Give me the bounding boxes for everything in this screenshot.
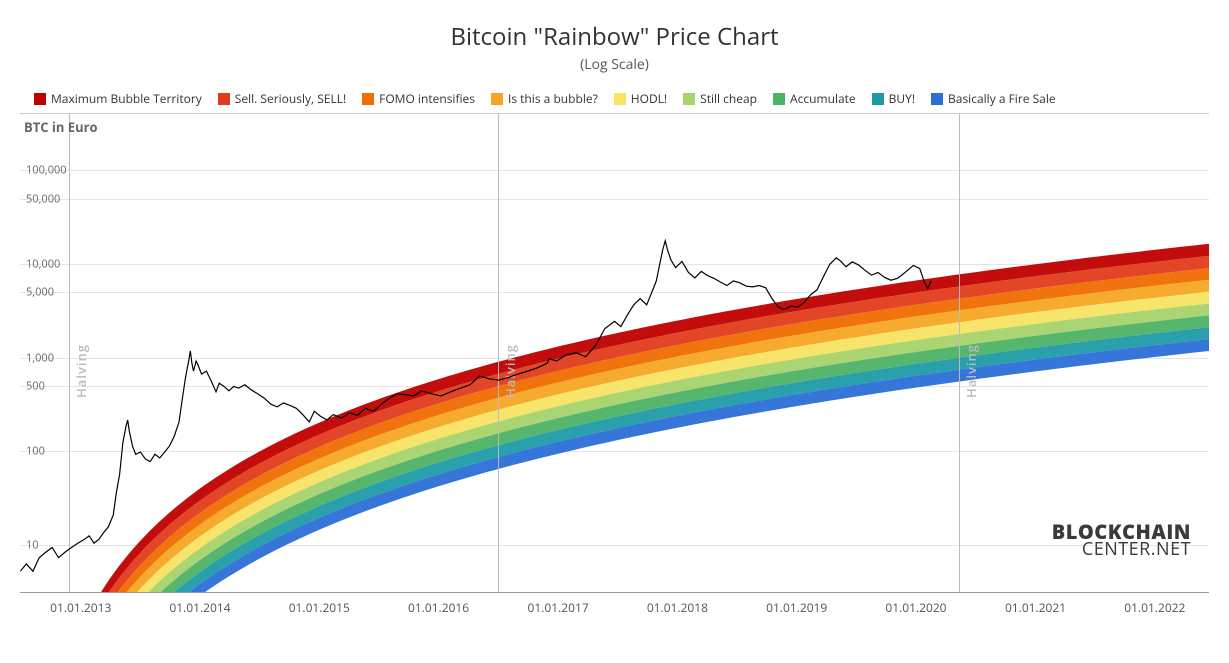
legend-label: Basically a Fire Sale [948, 90, 1056, 107]
legend-item[interactable]: Accumulate [773, 90, 856, 107]
plot-area[interactable]: BTC in Euro 10 100 500 1,000 5,000 10,000 50,0… [20, 113, 1209, 593]
y-tick-label: 500 [26, 378, 45, 393]
y-tick-label: 5,000 [26, 285, 54, 300]
y-axis-ticks: 10 100 500 1,000 5,000 10,000 50,000 100,000 [20, 114, 80, 592]
legend-item[interactable]: BUY! [872, 90, 915, 107]
legend-swatch [34, 93, 46, 105]
legend-swatch [931, 93, 943, 105]
legend-label: Is this a bubble? [508, 90, 598, 107]
legend-swatch [773, 93, 785, 105]
legend-item[interactable]: Basically a Fire Sale [931, 90, 1056, 107]
legend-swatch [362, 93, 374, 105]
legend-label: Still cheap [700, 90, 757, 107]
y-tick-label: 10 [26, 538, 39, 553]
legend-item[interactable]: FOMO intensifies [362, 90, 475, 107]
chart-subtitle: (Log Scale) [10, 55, 1219, 74]
x-tick-label: 01.01.2020 [885, 599, 946, 616]
y-axis-label: BTC in Euro [24, 118, 98, 136]
x-tick-label: 01.01.2014 [169, 599, 230, 616]
legend-item[interactable]: Is this a bubble? [491, 90, 598, 107]
title-block: Bitcoin "Rainbow" Price Chart (Log Scale… [10, 20, 1219, 74]
y-tick-label: 50,000 [26, 191, 60, 206]
x-tick-label: 01.01.2015 [289, 599, 350, 616]
y-tick-label: 100,000 [26, 163, 67, 178]
legend-swatch [872, 93, 884, 105]
x-tick-label: 01.01.2013 [50, 599, 111, 616]
x-axis: 01.01.2013 01.01.2014 01.01.2015 01.01.2016… [20, 593, 1209, 623]
y-tick-label: 100 [26, 444, 45, 459]
legend-label: BUY! [889, 90, 915, 107]
x-tick-label: 01.01.2016 [408, 599, 469, 616]
legend-swatch [614, 93, 626, 105]
legend-label: FOMO intensifies [379, 90, 475, 107]
legend: Maximum Bubble Territory Sell. Seriously,… [10, 82, 1219, 113]
price-line-svg [20, 114, 1209, 592]
legend-item[interactable]: Maximum Bubble Territory [34, 90, 202, 107]
chart-title: Bitcoin "Rainbow" Price Chart [10, 20, 1219, 53]
x-tick-label: 01.01.2022 [1124, 599, 1185, 616]
y-tick-label: 1,000 [26, 350, 54, 365]
legend-swatch [491, 93, 503, 105]
price-line [20, 241, 931, 572]
watermark-logo: BLOCKCHAIN CENTER.NET [1052, 522, 1191, 558]
legend-item[interactable]: HODL! [614, 90, 667, 107]
legend-label: Maximum Bubble Territory [51, 90, 202, 107]
legend-label: HODL! [631, 90, 667, 107]
y-tick-label: 10,000 [26, 257, 60, 272]
legend-label: Accumulate [790, 90, 856, 107]
rainbow-chart-container: Bitcoin "Rainbow" Price Chart (Log Scale… [0, 0, 1229, 663]
legend-item[interactable]: Sell. Seriously, SELL! [218, 90, 346, 107]
legend-label: Sell. Seriously, SELL! [235, 90, 346, 107]
x-tick-label: 01.01.2017 [528, 599, 589, 616]
x-tick-label: 01.01.2021 [1005, 599, 1066, 616]
legend-swatch [218, 93, 230, 105]
x-tick-label: 01.01.2018 [647, 599, 708, 616]
legend-swatch [683, 93, 695, 105]
x-tick-label: 01.01.2019 [766, 599, 827, 616]
legend-item[interactable]: Still cheap [683, 90, 757, 107]
